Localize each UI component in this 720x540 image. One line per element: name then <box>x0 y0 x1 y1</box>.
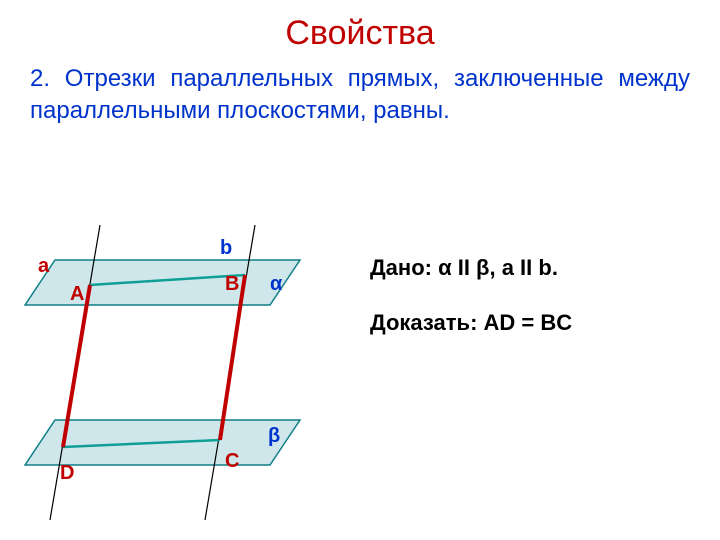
label-line-a: a <box>38 255 49 278</box>
prove-text: Доказать: AD = BC <box>370 310 572 336</box>
label-point-d: D <box>60 462 74 485</box>
label-line-b: b <box>220 237 232 260</box>
page-title: Свойства <box>0 0 720 53</box>
given-text: Дано: α II β, a II b. <box>370 255 558 281</box>
label-alpha: α <box>270 273 282 296</box>
plane-alpha <box>25 260 300 305</box>
label-point-c: C <box>225 450 239 473</box>
label-point-b: B <box>225 273 239 296</box>
label-beta: β <box>268 425 280 448</box>
label-point-a: A <box>70 283 84 306</box>
theorem-statement: 2. Отрезки параллельных прямых, заключен… <box>0 53 720 128</box>
